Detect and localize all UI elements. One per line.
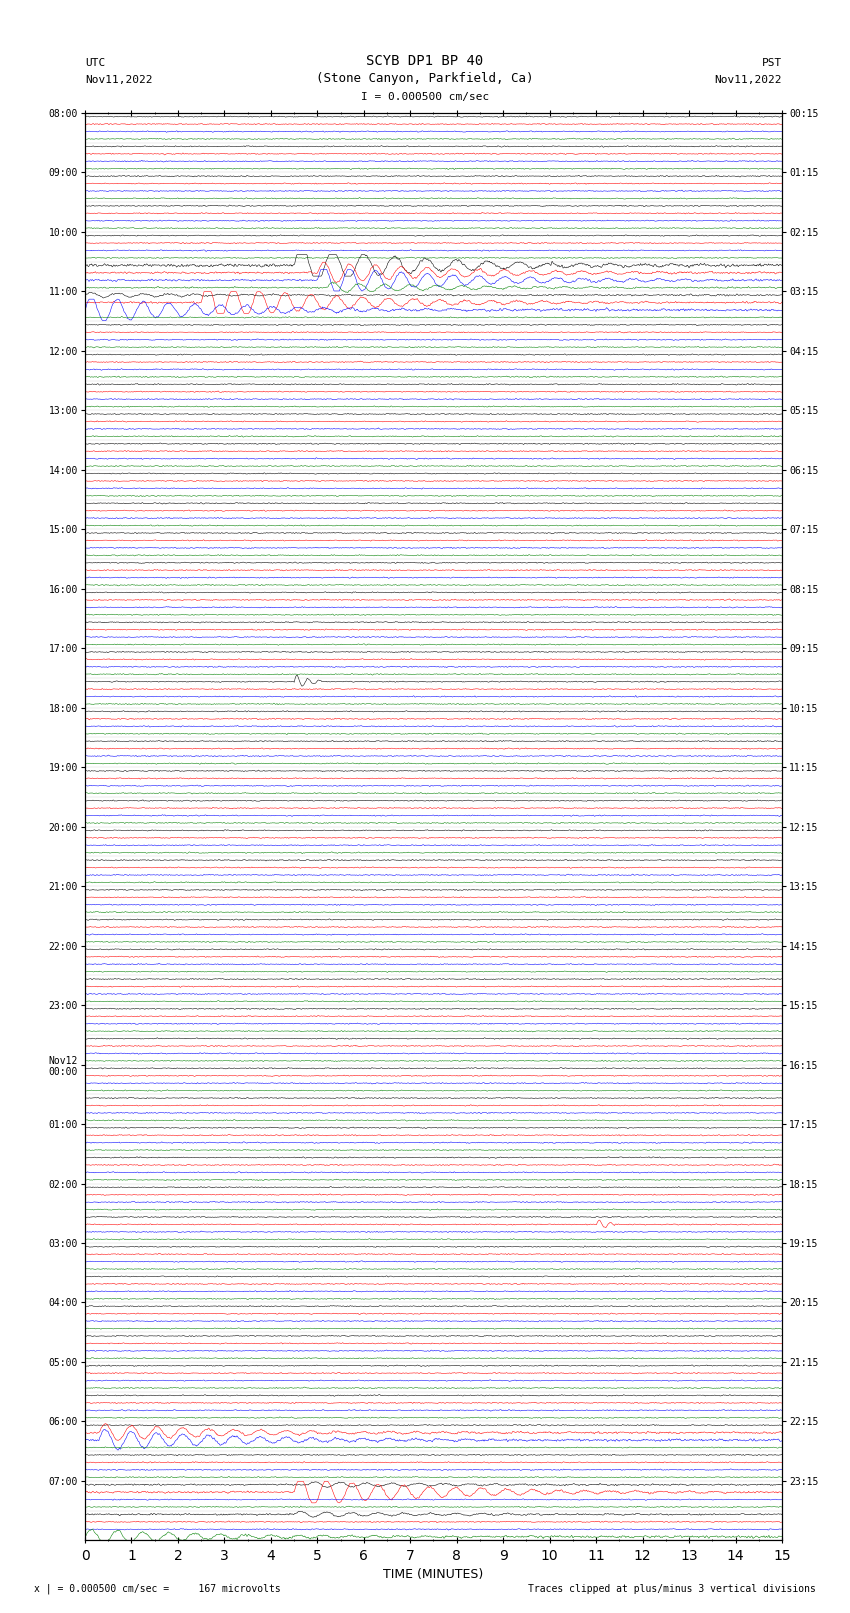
Text: PST: PST (762, 58, 782, 68)
Text: Traces clipped at plus/minus 3 vertical divisions: Traces clipped at plus/minus 3 vertical … (528, 1584, 816, 1594)
Text: UTC: UTC (85, 58, 105, 68)
Text: Nov11,2022: Nov11,2022 (85, 76, 152, 85)
Text: (Stone Canyon, Parkfield, Ca): (Stone Canyon, Parkfield, Ca) (316, 73, 534, 85)
Text: Nov11,2022: Nov11,2022 (715, 76, 782, 85)
Text: x | = 0.000500 cm/sec =     167 microvolts: x | = 0.000500 cm/sec = 167 microvolts (34, 1582, 280, 1594)
Text: I = 0.000500 cm/sec: I = 0.000500 cm/sec (361, 92, 489, 102)
X-axis label: TIME (MINUTES): TIME (MINUTES) (383, 1568, 484, 1581)
Text: SCYB DP1 BP 40: SCYB DP1 BP 40 (366, 53, 484, 68)
